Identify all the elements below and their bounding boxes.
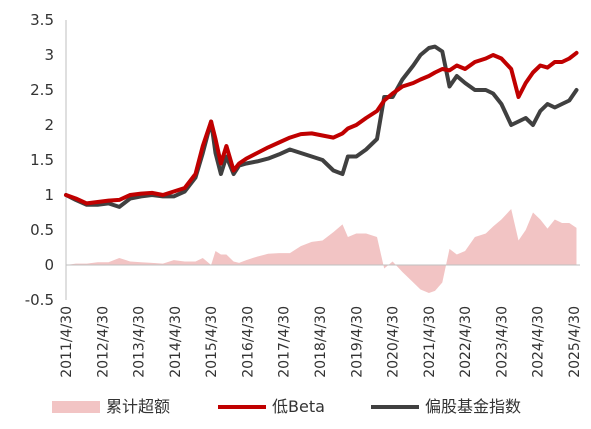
x-tick-label: 2015/4/30 bbox=[204, 306, 220, 378]
y-tick-label: 0 bbox=[44, 256, 54, 274]
x-tick-label: 2019/4/30 bbox=[349, 306, 365, 378]
y-tick-label: 2 bbox=[44, 116, 54, 134]
y-tick-label: 1 bbox=[44, 186, 54, 204]
y-tick-label: 3 bbox=[44, 46, 54, 64]
excess-area-layer bbox=[66, 209, 577, 293]
legend-swatch-excess bbox=[52, 401, 100, 413]
x-tick-label: 2020/4/30 bbox=[386, 306, 402, 378]
x-tick-label: 2023/4/30 bbox=[494, 306, 510, 378]
y-tick-label: 1.5 bbox=[30, 151, 54, 169]
y-axis-ticks: 3.5 3 2.5 2 1.5 1 0.5 0 -0.5 bbox=[25, 11, 54, 309]
legend-label-equity-fund: 偏股基金指数 bbox=[425, 397, 521, 416]
x-tick-label: 2016/4/30 bbox=[240, 306, 256, 378]
x-tick-label: 2014/4/30 bbox=[168, 306, 184, 378]
x-tick-label: 2022/4/30 bbox=[458, 306, 474, 378]
excess-area bbox=[66, 209, 577, 293]
y-tick-label: 0.5 bbox=[30, 221, 54, 239]
low-beta-line bbox=[64, 50, 579, 206]
x-axis-ticks: 2011/4/30 2012/4/30 2013/4/30 2014/4/30 2015… bbox=[59, 306, 583, 378]
x-tick-label: 2025/4/30 bbox=[567, 306, 583, 378]
series-line-layer bbox=[64, 44, 579, 209]
x-tick-label: 2018/4/30 bbox=[313, 306, 329, 378]
y-tick-label: 3.5 bbox=[30, 11, 54, 29]
x-tick-label: 2011/4/30 bbox=[59, 306, 75, 378]
legend-label-low-beta: 低Beta bbox=[272, 397, 325, 416]
equity-fund-index-line bbox=[64, 44, 579, 209]
x-tick-label: 2013/4/30 bbox=[132, 306, 148, 378]
y-tick-label: 2.5 bbox=[30, 81, 54, 99]
x-tick-label: 2024/4/30 bbox=[531, 306, 547, 378]
x-tick-label: 2017/4/30 bbox=[277, 306, 293, 378]
y-tick-label: -0.5 bbox=[25, 291, 54, 309]
legend-label-excess: 累计超额 bbox=[106, 397, 170, 416]
x-tick-label: 2021/4/30 bbox=[422, 306, 438, 378]
legend: 累计超额 低Beta 偏股基金指数 bbox=[52, 397, 521, 416]
x-tick-label: 2012/4/30 bbox=[95, 306, 111, 378]
